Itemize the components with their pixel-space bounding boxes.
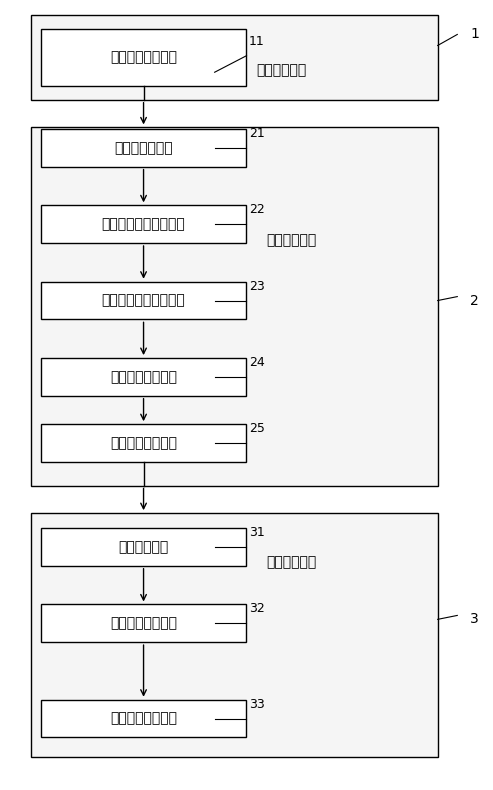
Text: 3: 3 [470, 612, 479, 626]
Bar [31, 127, 438, 486]
Bar [31, 15, 438, 100]
Bar [40, 282, 246, 319]
Bar [40, 29, 246, 85]
Text: 特征点对提取函数单元: 特征点对提取函数单元 [102, 217, 185, 231]
Text: 数据分析模块: 数据分析模块 [266, 555, 317, 570]
Bar [40, 358, 246, 396]
Text: 11: 11 [249, 35, 265, 48]
Text: 图像序列数据单元: 图像序列数据单元 [110, 51, 177, 64]
Text: 32: 32 [249, 603, 265, 615]
Bar [40, 424, 246, 462]
Text: 参数解算模块: 参数解算模块 [266, 233, 317, 247]
Text: 图像对存储单元: 图像对存储单元 [114, 141, 173, 155]
Text: 标定结果存储单元: 标定结果存储单元 [110, 712, 177, 725]
Bar [40, 528, 246, 566]
Text: 2: 2 [470, 294, 479, 307]
Text: 24: 24 [249, 356, 265, 369]
Text: 特征点对坐标存储单元: 特征点对坐标存储单元 [102, 294, 185, 307]
Text: 25: 25 [249, 422, 265, 435]
Bar [40, 604, 246, 642]
Bar [40, 205, 246, 243]
Text: 33: 33 [249, 698, 265, 711]
Bar [40, 129, 246, 167]
Bar [40, 700, 246, 737]
Bar [31, 513, 438, 757]
Text: 31: 31 [249, 526, 265, 539]
Text: 图像采集模块: 图像采集模块 [256, 64, 307, 77]
Text: 22: 22 [249, 203, 265, 216]
Text: 参数解算函数单元: 参数解算函数单元 [110, 370, 177, 384]
Text: 训练数据单元: 训练数据单元 [118, 540, 169, 554]
Text: 参数优化函数单元: 参数优化函数单元 [110, 616, 177, 630]
Text: 21: 21 [249, 127, 265, 140]
Text: 23: 23 [249, 280, 265, 292]
Text: 1: 1 [470, 28, 479, 41]
Text: 设备参数存储单元: 设备参数存储单元 [110, 436, 177, 450]
